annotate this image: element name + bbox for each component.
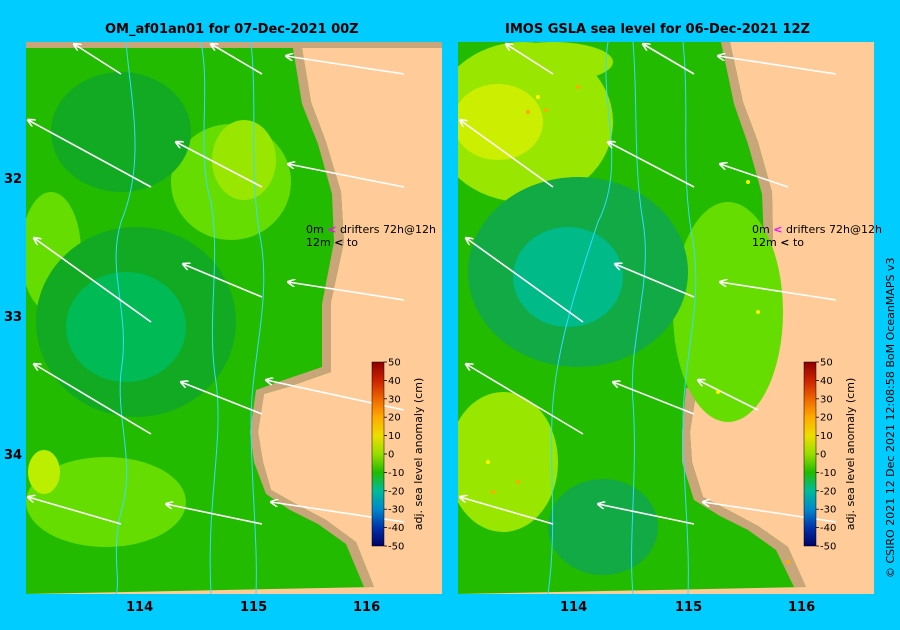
lat-tick: 33	[4, 310, 23, 325]
colorbar-tick-label: -20	[820, 486, 836, 497]
drifter-legend: 0m < drifters 72h@12h 12m < to	[752, 223, 882, 249]
coast-strip-west	[26, 42, 442, 48]
depth-contour	[250, 42, 265, 594]
colorbar-gradient	[371, 361, 385, 547]
anomaly-dark-patch	[548, 479, 658, 575]
lon-tick: 116	[788, 600, 816, 615]
colorbar-tick-label: 10	[820, 431, 833, 442]
legend-text-1: drifters 72h@12h	[339, 223, 436, 236]
colorbar-tick-label: -10	[388, 468, 404, 479]
anomaly-yellow-patch	[458, 84, 543, 160]
anomaly-teal-patch	[513, 227, 623, 327]
observation-dots	[486, 95, 760, 464]
colorbar-tick-label: 20	[820, 413, 833, 424]
colorbar-tick-label: -30	[820, 505, 836, 516]
legend-text-2: to	[346, 236, 358, 249]
left-map-panel	[26, 42, 442, 594]
black-arrow-icon: <	[780, 236, 790, 249]
anomaly-light-patch	[26, 457, 186, 547]
colorbar-label: adj. sea level anomaly (cm)	[844, 378, 857, 530]
colorbar-tick-label: -30	[388, 505, 404, 516]
drifter-legend: 0m < drifters 72h@12h 12m < to	[306, 223, 436, 249]
colorbar-tick-label: -40	[388, 523, 404, 534]
colorbar-tick-label: 40	[820, 376, 833, 387]
anomaly-light-patch	[493, 42, 613, 82]
legend-depth-0m: 0m	[752, 223, 770, 236]
colorbar-tick-label: 30	[388, 394, 401, 405]
lon-tick: 114	[560, 600, 588, 615]
lat-tick: 34	[4, 448, 23, 463]
anomaly-teal-patch	[66, 272, 186, 382]
anomaly-light-patch	[673, 202, 783, 422]
colorbar-tick-label: -40	[820, 523, 836, 534]
colorbar-tick-label: -50	[388, 542, 404, 553]
depth-contour	[682, 42, 697, 594]
left-panel-title: OM_af01an01 for 07-Dec-2021 00Z	[105, 22, 359, 37]
current-arrows	[28, 44, 405, 525]
lon-tick: 116	[353, 600, 381, 615]
colorbar-tick-label: 0	[388, 450, 394, 461]
lon-tick: 114	[126, 600, 154, 615]
colorbar-tick-label: -50	[820, 542, 836, 553]
anomaly-light-patch	[458, 392, 558, 532]
colorbar-tick-label: 20	[388, 413, 401, 424]
colorbar: 50 40 30 20 10 0 -10 -20 -30 -40 -50 adj. sea level…	[371, 358, 425, 553]
observation-dots	[491, 85, 790, 564]
colorbar-tick-label: -10	[820, 468, 836, 479]
anomaly-light-patch	[212, 120, 276, 200]
colorbar-gradient	[803, 361, 817, 547]
pink-arrow-icon: <	[327, 223, 337, 236]
colorbar-tick-label: 0	[820, 450, 826, 461]
credit-text: © CSIRO 2021 12 Dec 2021 12:08:58 BoM Oc…	[884, 257, 897, 578]
colorbar-tick-label: 40	[388, 376, 401, 387]
black-arrow-icon: <	[334, 236, 344, 249]
colorbar: 50 40 30 20 10 0 -10 -20 -30 -40 -50 adj. sea level…	[803, 358, 857, 553]
colorbar-tick-label: 10	[388, 431, 401, 442]
colorbar-tick-label: 50	[820, 358, 833, 369]
anomaly-yellow-patch	[28, 450, 60, 494]
depth-contour	[200, 42, 219, 594]
colorbar-label: adj. sea level anomaly (cm)	[412, 378, 425, 530]
lat-tick: 32	[4, 172, 23, 187]
pink-arrow-icon: <	[773, 223, 783, 236]
legend-depth-12m: 12m	[752, 236, 777, 249]
legend-text-1: drifters 72h@12h	[785, 223, 882, 236]
depth-contour	[631, 42, 646, 594]
current-arrows	[460, 44, 837, 525]
lon-tick: 115	[675, 600, 703, 615]
legend-text-2: to	[792, 236, 804, 249]
legend-depth-12m: 12m	[306, 236, 331, 249]
colorbar-tick-label: -20	[388, 486, 404, 497]
depth-contour	[115, 42, 136, 594]
anomaly-dark-patch	[51, 72, 191, 192]
right-panel-title: IMOS GSLA sea level for 06-Dec-2021 12Z	[505, 22, 810, 37]
lon-tick: 115	[240, 600, 268, 615]
colorbar-tick-label: 50	[388, 358, 401, 369]
legend-depth-0m: 0m	[306, 223, 324, 236]
colorbar-tick-label: 30	[820, 394, 833, 405]
